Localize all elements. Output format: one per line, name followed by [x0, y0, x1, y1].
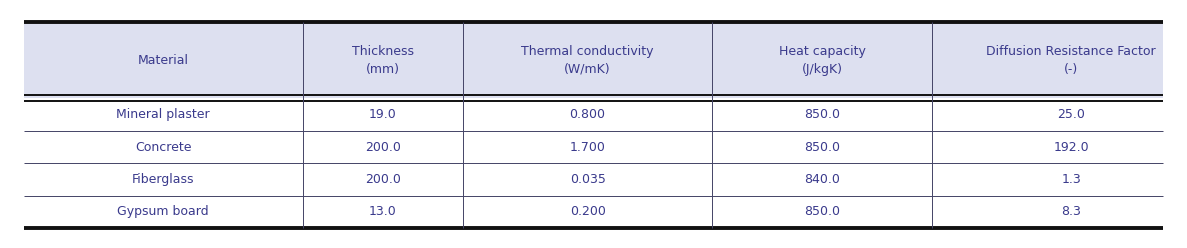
Text: 0.035: 0.035 — [570, 173, 605, 186]
Text: Material: Material — [138, 54, 189, 67]
Bar — [24, 196, 1163, 228]
Text: 200.0: 200.0 — [364, 173, 401, 186]
Text: 0.200: 0.200 — [570, 205, 605, 218]
Text: 0.800: 0.800 — [570, 108, 605, 121]
Text: 850.0: 850.0 — [804, 141, 840, 154]
Text: Diffusion Resistance Factor
(-): Diffusion Resistance Factor (-) — [986, 45, 1156, 76]
Bar — [24, 98, 1163, 131]
Text: 192.0: 192.0 — [1053, 141, 1090, 154]
Text: Thickness
(mm): Thickness (mm) — [351, 45, 414, 76]
Text: 25.0: 25.0 — [1058, 108, 1085, 121]
Text: 850.0: 850.0 — [804, 205, 840, 218]
Text: Mineral plaster: Mineral plaster — [116, 108, 210, 121]
Text: Thermal conductivity
(W/mK): Thermal conductivity (W/mK) — [521, 45, 654, 76]
Bar — [24, 131, 1163, 163]
Text: 13.0: 13.0 — [369, 205, 396, 218]
Bar — [24, 163, 1163, 196]
Text: 19.0: 19.0 — [369, 108, 396, 121]
Text: 1.3: 1.3 — [1061, 173, 1081, 186]
Text: 850.0: 850.0 — [804, 108, 840, 121]
Text: Fiberglass: Fiberglass — [132, 173, 195, 186]
Text: 1.700: 1.700 — [570, 141, 605, 154]
Text: 8.3: 8.3 — [1061, 205, 1081, 218]
Text: Heat capacity
(J/kgK): Heat capacity (J/kgK) — [779, 45, 865, 76]
Text: Concrete: Concrete — [135, 141, 191, 154]
Text: 200.0: 200.0 — [364, 141, 401, 154]
Text: Gypsum board: Gypsum board — [118, 205, 209, 218]
Text: 840.0: 840.0 — [804, 173, 840, 186]
Bar — [24, 22, 1163, 98]
